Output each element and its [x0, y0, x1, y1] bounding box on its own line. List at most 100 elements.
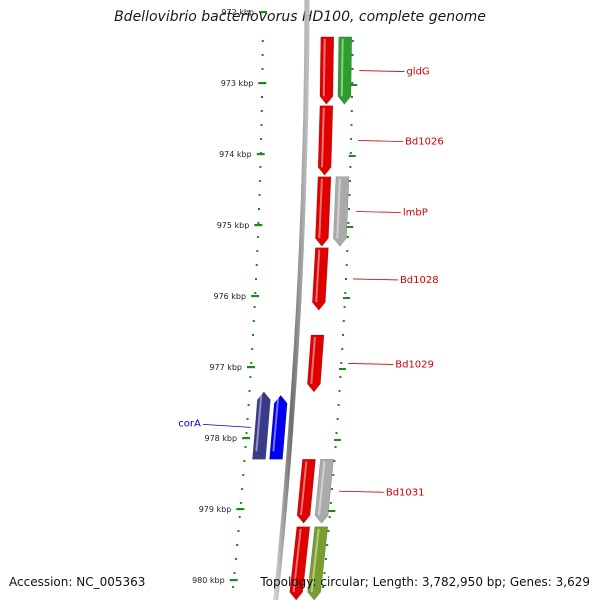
gene-arrow-gldg[interactable] [319, 36, 335, 105]
kbp-tick-label: 976 kbp [213, 292, 246, 301]
gene-highlight [255, 393, 263, 452]
gene-arrow-bd1028[interactable] [311, 247, 329, 311]
gene-highlight [318, 178, 323, 239]
kbp-tick [247, 366, 255, 369]
scale-dot [255, 264, 258, 266]
gene-highlight [310, 336, 316, 384]
scale-dot [351, 40, 354, 42]
gene-label[interactable]: Bd1026 [405, 137, 444, 148]
inner-tick-dots [232, 40, 264, 588]
scale-dot [346, 250, 349, 252]
scale-dot [261, 68, 264, 70]
scale-dot [326, 544, 329, 546]
gene-highlight [310, 528, 320, 593]
scale-dot [324, 558, 327, 560]
leader-line [348, 363, 394, 365]
scale-dot [329, 502, 332, 504]
gene-label[interactable]: lmbP [403, 208, 428, 219]
scale-dot [343, 306, 346, 308]
gene-arrow-bd1029[interactable] [307, 334, 325, 393]
gene-highlight [340, 38, 344, 97]
kbp-tick [229, 579, 238, 582]
scale-dot [239, 502, 242, 504]
scale-dot [351, 68, 354, 70]
outer-tick-dots [322, 40, 358, 588]
map-title: Bdellovibrio bacteriovorus HD100, comple… [114, 9, 486, 25]
scale-dot [327, 530, 330, 532]
outer-tick [334, 439, 341, 441]
gene-arrow-cora[interactable] [269, 394, 288, 460]
scale-dot [258, 180, 261, 182]
gene-label[interactable]: Bd1028 [400, 275, 439, 286]
leader-line [358, 140, 404, 142]
gene-label[interactable]: gldG [406, 67, 429, 78]
scale-dot [252, 320, 255, 322]
kbp-tick-label: 980 kbp [192, 576, 225, 585]
gene-arrow[interactable] [333, 176, 350, 247]
scale-dot [236, 544, 239, 546]
gene-label[interactable]: Bd1029 [395, 359, 434, 370]
scale-dot [255, 278, 257, 280]
scale-dot [348, 208, 350, 210]
scale-dot [338, 390, 341, 392]
gene-arrow-lmbp[interactable] [315, 176, 332, 247]
gene-label[interactable]: Bd1031 [386, 487, 425, 498]
kbp-tick-label: 977 kbp [209, 363, 242, 372]
scale-dot [237, 530, 240, 532]
gene-highlight [336, 178, 341, 239]
scale-dot [350, 110, 353, 112]
scale-dot [340, 362, 343, 364]
outer-tick [328, 510, 336, 512]
scale-dot [242, 474, 245, 476]
gene-highlight [292, 528, 302, 593]
scale-dot [253, 306, 256, 308]
gene-highlight [315, 249, 321, 303]
gene-arrow[interactable] [252, 391, 271, 460]
scale-dot [331, 488, 334, 490]
gene-features [252, 36, 353, 600]
gene-arrow[interactable] [307, 526, 329, 600]
gene-arrow[interactable] [289, 526, 311, 600]
scale-dot [249, 376, 252, 378]
outer-tick [343, 297, 350, 299]
outer-tick [346, 226, 354, 228]
kbp-tick-label: 972 kbp [221, 8, 254, 17]
scale-dot [322, 586, 325, 588]
scale-dot [244, 446, 247, 448]
gene-arrow[interactable] [337, 36, 353, 105]
scale-dot [339, 376, 342, 378]
gene-arrow[interactable] [314, 458, 334, 524]
scale-dot [351, 54, 354, 56]
scale-dot [345, 264, 348, 266]
kbp-tick [254, 224, 263, 227]
scale-dot [350, 138, 353, 140]
scale-dot [247, 404, 250, 406]
scale-dot [257, 222, 260, 224]
scale-dot [261, 96, 263, 98]
scale-dot [259, 166, 262, 168]
accession-label: Accession: NC_005363 [9, 575, 146, 589]
gene-label[interactable]: corA [178, 418, 201, 429]
gene-arrow-bd1026[interactable] [317, 105, 334, 176]
scale-dot [347, 222, 350, 224]
outer-tick [348, 155, 356, 157]
kbp-tick-label: 979 kbp [199, 505, 232, 514]
scale-dot [341, 348, 344, 350]
gene-arrow-bd1031[interactable] [296, 458, 316, 524]
scale-dot [260, 124, 263, 126]
scale-dot [349, 152, 352, 154]
scale-dot [258, 208, 260, 210]
gene-highlight [322, 38, 326, 97]
kbp-tick [258, 82, 267, 85]
scale-dot [351, 82, 354, 84]
scale-dot [241, 488, 244, 490]
scale-dot [335, 432, 338, 434]
scale-dot [337, 404, 340, 406]
kbp-tick [236, 508, 245, 511]
leader-line [359, 70, 405, 72]
scale-dot [238, 516, 241, 518]
scale-dot [248, 390, 251, 392]
scale-dot [260, 138, 263, 140]
scale-dot [323, 572, 326, 574]
scale-dot [348, 180, 351, 182]
